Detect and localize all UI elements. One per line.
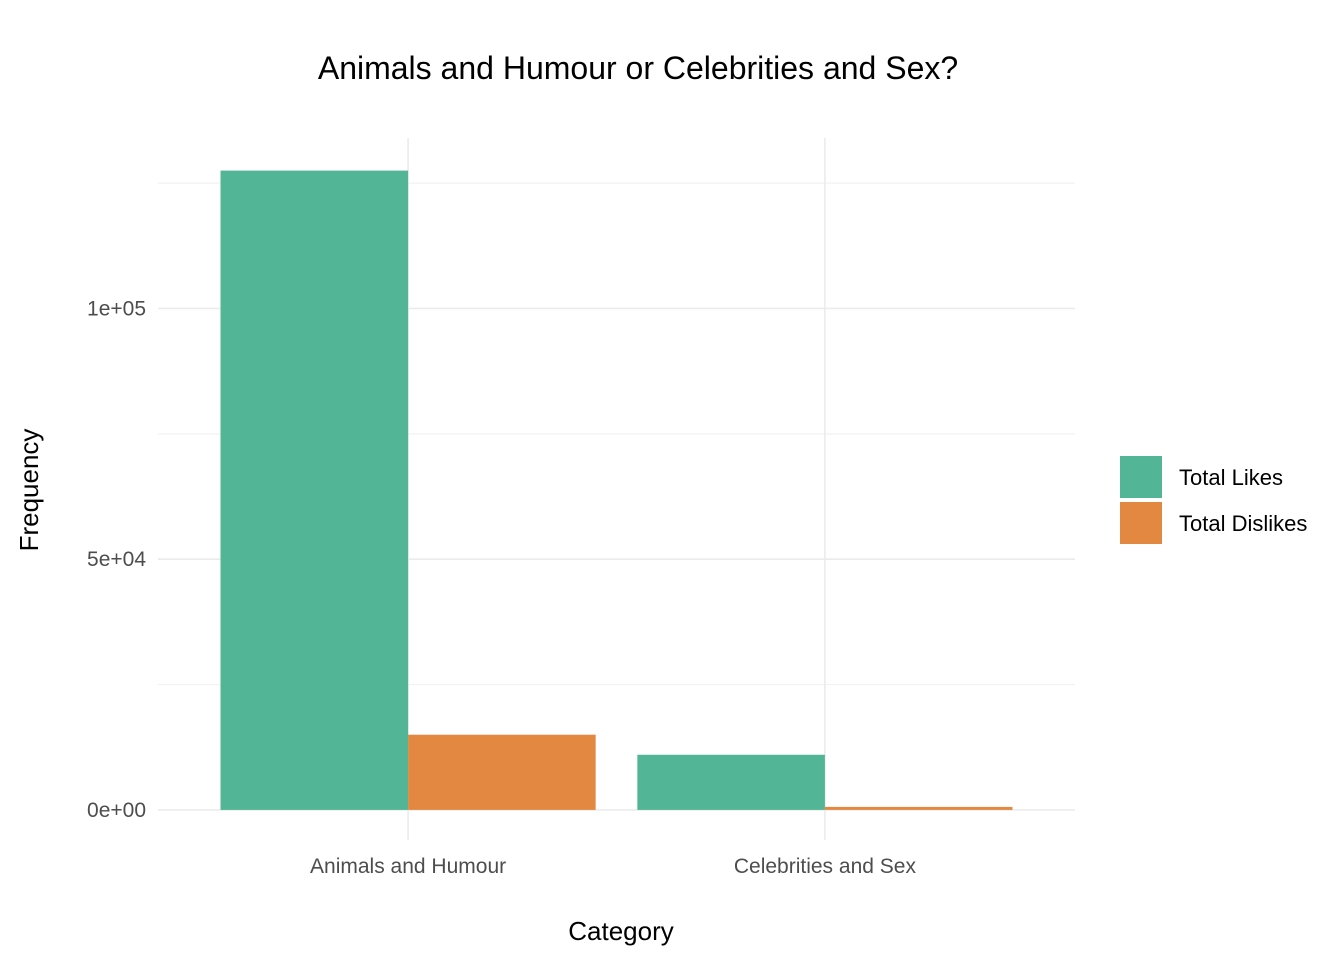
y-axis-title: Frequency: [14, 429, 44, 552]
x-tick-label: Animals and Humour: [310, 855, 506, 878]
chart-title: Animals and Humour or Celebrities and Se…: [318, 50, 958, 86]
y-tick-label: 1e+05: [87, 297, 146, 320]
x-tick-label: Celebrities and Sex: [734, 855, 917, 878]
bar-total-dislikes-1: [824, 806, 1013, 810]
bar-total-dislikes-0: [408, 734, 596, 810]
legend-label: Total Dislikes: [1179, 511, 1307, 536]
bars: [220, 170, 1013, 810]
bar-total-likes-1: [637, 754, 825, 810]
legend-label: Total Likes: [1179, 465, 1283, 490]
x-axis-ticks: Animals and Humour Celebrities and Sex: [310, 855, 916, 878]
x-axis-title: Category: [568, 916, 674, 946]
legend-key-total-likes: [1120, 456, 1162, 498]
y-tick-label: 5e+04: [87, 548, 146, 571]
bar-total-likes-0: [220, 170, 409, 810]
y-tick-label: 0e+00: [87, 799, 146, 822]
legend-key-total-dislikes: [1120, 502, 1162, 544]
y-axis-ticks: 0e+00 5e+04 1e+05: [87, 297, 146, 821]
legend: Total Likes Total Dislikes: [1120, 456, 1307, 544]
